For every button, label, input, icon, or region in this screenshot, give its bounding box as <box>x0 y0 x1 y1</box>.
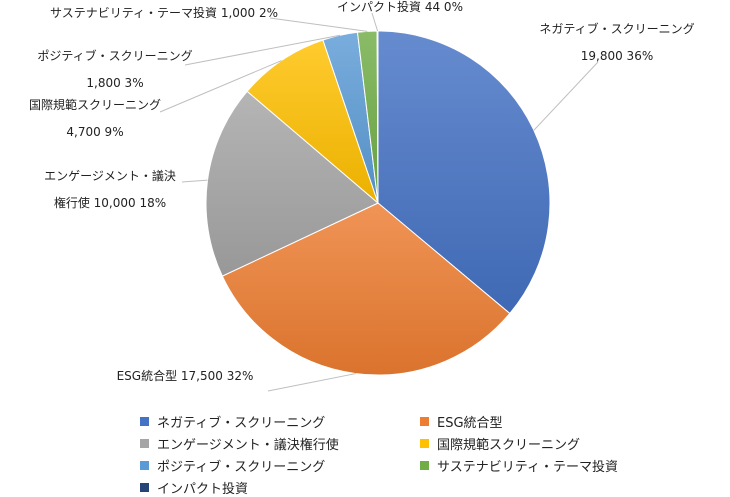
leader-line-3 <box>159 60 282 113</box>
legend-swatch-6 <box>140 482 149 492</box>
leader-line-5 <box>269 17 368 32</box>
pie-slice-3 <box>246 39 380 205</box>
legend-swatch-1 <box>420 416 429 426</box>
legend-swatch-4 <box>140 460 149 470</box>
legend: ネガティブ・スクリーニング ESG統合型エンゲージメント・議決権行使 国際規範スクリ… <box>140 411 700 497</box>
data-label-2-0: エンゲージメント・議決 <box>44 169 176 183</box>
pie-chart: ネガティブ・スクリーニング 19,800 36% ESG統合型 17,500 32%… <box>29 0 695 392</box>
data-label-1-0: ESG統合型 17,500 32% <box>117 368 254 383</box>
data-label-4-1: 1,800 3% <box>86 76 143 90</box>
legend-item-6: インパクト投資 <box>140 477 420 497</box>
legend-label-3: 国際規範スクリーニング <box>437 437 581 453</box>
legend-label-6: インパクト投資 <box>157 481 249 497</box>
leader-line-4 <box>184 34 341 66</box>
legend-label-2: エンゲージメント・議決権行使 <box>157 437 339 453</box>
leader-line-6 <box>371 12 379 32</box>
leader-line-1 <box>267 373 356 392</box>
pie-slice-1 <box>221 202 511 376</box>
legend-swatch-2 <box>140 438 149 448</box>
legend-label-4: ポジティブ・スクリーニング <box>157 459 326 475</box>
legend-swatch-5 <box>420 460 429 470</box>
data-label-2-1: 権行使 10,000 18% <box>54 195 166 210</box>
pie-slice-2 <box>205 90 379 277</box>
legend-item-1: ESG統合型 <box>420 411 700 431</box>
legend-swatch-3 <box>420 438 429 448</box>
data-label-3-1: 4,700 9% <box>66 125 123 139</box>
data-label-3-0: 国際規範スクリーニング <box>29 97 161 112</box>
leader-line-2 <box>181 179 208 183</box>
leader-line-0 <box>533 61 599 131</box>
legend-item-5: サステナビリティ・テーマ投資 <box>420 455 700 475</box>
legend-label-0: ネガティブ・スクリーニング <box>157 415 326 431</box>
legend-item-2: エンゲージメント・議決権行使 <box>140 433 420 453</box>
legend-item-4: ポジティブ・スクリーニング <box>140 455 420 475</box>
data-label-5-0: サステナビリティ・テーマ投資 1,000 2% <box>50 5 278 20</box>
legend-item-0: ネガティブ・スクリーニング <box>140 411 420 431</box>
legend-swatch-0 <box>140 416 149 426</box>
data-label-4-0: ポジティブ・スクリーニング <box>37 48 192 63</box>
legend-label-5: サステナビリティ・テーマ投資 <box>437 459 618 475</box>
data-label-6-0: インパクト投資 44 0% <box>337 0 463 14</box>
legend-item-3: 国際規範スクリーニング <box>420 433 700 453</box>
legend-label-1: ESG統合型 <box>437 415 503 431</box>
data-label-0-1: 19,800 36% <box>581 49 653 63</box>
pie-slice-0 <box>377 30 551 315</box>
data-label-0-0: ネガティブ・スクリーニング <box>539 21 694 36</box>
